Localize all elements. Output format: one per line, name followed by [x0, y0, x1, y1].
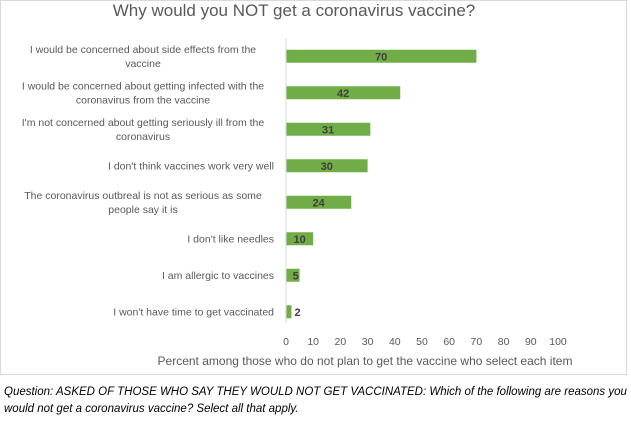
x-axis-ticks: 0 10 20 30 40 50 60 70 80 90 100 — [283, 336, 567, 348]
x-tick-label: 90 — [525, 336, 537, 348]
value-label: 70 — [375, 51, 387, 63]
category-label: I'm not concerned about getting seriousl… — [22, 117, 265, 143]
category-label: I don't think vaccines work very well — [108, 160, 274, 172]
bar — [286, 195, 352, 209]
value-label: 24 — [313, 197, 326, 209]
category-label-line: I would be concerned about side effects … — [30, 44, 256, 56]
category-label: I don't like needles — [187, 233, 274, 245]
category-label-line: vaccine — [125, 58, 161, 70]
bar — [286, 305, 292, 319]
x-axis-label: Percent among those who do not plan to g… — [158, 354, 573, 368]
x-tick-label: 40 — [389, 336, 401, 348]
x-tick-label: 60 — [443, 336, 455, 348]
value-labels: 70 42 31 30 24 10 5 2 — [293, 51, 388, 319]
x-tick-label: 0 — [283, 336, 289, 348]
bar-chart: Why would you NOT get a coronavirus vacc… — [22, 1, 573, 368]
category-label-line: I don't think vaccines work very well — [108, 160, 274, 172]
category-label: I would be concerned about side effects … — [30, 44, 256, 70]
value-label: 31 — [322, 124, 334, 136]
bar — [286, 232, 314, 246]
x-tick-label: 80 — [498, 336, 510, 348]
bar — [286, 49, 477, 63]
value-label: 2 — [294, 307, 300, 319]
bars — [286, 49, 477, 319]
x-tick-label: 30 — [362, 336, 374, 348]
value-label: 5 — [293, 270, 299, 282]
bar — [286, 86, 401, 100]
x-tick-label: 50 — [416, 336, 428, 348]
value-label: 42 — [337, 88, 349, 100]
category-label-line: coronavirus — [116, 131, 170, 143]
category-label: I would be concerned about getting infec… — [22, 80, 264, 106]
category-label-line: I won't have time to get vaccinated — [113, 306, 274, 318]
x-tick-label: 20 — [335, 336, 347, 348]
category-label-line: I am allergic to vaccines — [162, 270, 274, 282]
bar — [286, 159, 368, 173]
category-label: The coronavirus outbreal is not as serio… — [24, 190, 262, 216]
category-label-line: I would be concerned about getting infec… — [22, 80, 264, 92]
question-footnote: Question: ASKED OF THOSE WHO SAY THEY WO… — [4, 386, 627, 415]
bar — [286, 268, 300, 282]
chart-area: Why would you NOT get a coronavirus vacc… — [0, 0, 627, 375]
bar — [286, 122, 371, 136]
category-label-line: coronavirus from the vaccine — [76, 94, 210, 106]
category-label: I won't have time to get vaccinated — [113, 306, 274, 318]
value-label: 10 — [293, 234, 305, 246]
category-label-line: I don't like needles — [187, 233, 274, 245]
value-label: 30 — [321, 161, 333, 173]
x-tick-label: 10 — [307, 336, 319, 348]
x-tick-label: 70 — [471, 336, 483, 348]
category-label: I am allergic to vaccines — [162, 270, 274, 282]
category-labels: I would be concerned about side effects … — [22, 44, 274, 319]
category-label-line: people say it is — [108, 204, 177, 216]
x-tick-label: 100 — [549, 336, 567, 348]
category-label-line: The coronavirus outbreal is not as serio… — [24, 190, 262, 202]
category-label-line: I'm not concerned about getting seriousl… — [22, 117, 265, 129]
chart-title: Why would you NOT get a coronavirus vacc… — [113, 1, 476, 20]
